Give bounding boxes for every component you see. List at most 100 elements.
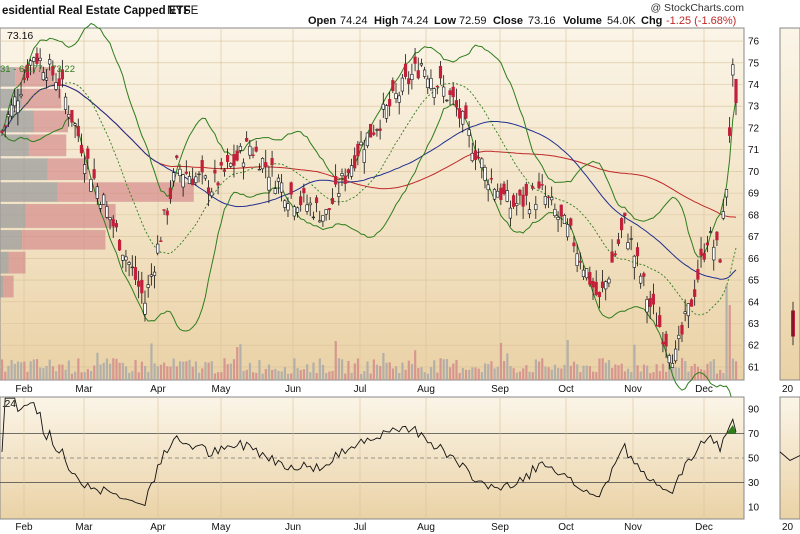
candle xyxy=(731,58,735,87)
candle xyxy=(146,274,150,298)
volume-bar xyxy=(80,372,83,380)
candle xyxy=(95,183,99,205)
volume-bar xyxy=(433,360,436,380)
candle xyxy=(245,131,249,142)
volume-bar xyxy=(112,358,115,380)
candle xyxy=(365,132,370,149)
volume-bar xyxy=(572,361,576,380)
rsi-tick-label: 30 xyxy=(748,478,760,489)
candle xyxy=(712,239,716,271)
volume-bar xyxy=(102,362,105,380)
volume-bar xyxy=(77,358,80,380)
month-tick-label: Nov xyxy=(624,522,642,533)
candle xyxy=(629,226,633,251)
candle xyxy=(98,201,103,213)
volume-bar xyxy=(70,373,74,380)
candle xyxy=(670,354,675,368)
volume-bar xyxy=(7,365,10,380)
candle xyxy=(537,172,541,190)
candle xyxy=(413,48,417,72)
volume-bar xyxy=(528,371,531,380)
candle xyxy=(623,212,627,224)
candle xyxy=(89,178,93,192)
price-tick-label: 63 xyxy=(748,319,760,330)
volume-bar xyxy=(99,364,102,380)
candle xyxy=(289,181,293,199)
vbp-bar-down xyxy=(0,230,23,250)
volume-bar xyxy=(563,364,566,380)
band-lower-line xyxy=(1,103,737,405)
volume-bar xyxy=(436,372,439,380)
candle xyxy=(661,331,665,353)
volume-bar xyxy=(115,358,118,380)
volume-bar xyxy=(105,358,109,380)
close-label: Close xyxy=(493,15,523,27)
volume-bar xyxy=(312,362,315,380)
rsi-annotation: .24 xyxy=(2,399,16,410)
volume-bar xyxy=(172,358,175,380)
candle xyxy=(76,118,80,143)
candle xyxy=(57,67,61,99)
volume-bar xyxy=(728,305,731,380)
volume-bar xyxy=(592,371,595,380)
volume-bar xyxy=(474,367,477,380)
volume-bar xyxy=(671,366,674,380)
volume-bar xyxy=(537,361,541,380)
candle xyxy=(143,290,147,322)
candle xyxy=(429,69,433,91)
volume-bar xyxy=(649,373,652,380)
volume-bar xyxy=(636,365,639,380)
candle xyxy=(410,63,414,90)
volume-bar xyxy=(496,366,499,380)
candle xyxy=(35,47,39,67)
candle xyxy=(343,168,347,192)
candle xyxy=(127,260,131,277)
chart-header: esidential Real Estate Capped ETF NYSE @… xyxy=(2,2,744,27)
candle xyxy=(25,59,30,81)
volume-bar xyxy=(414,350,417,380)
volume-bar xyxy=(534,359,538,380)
candle xyxy=(308,197,312,217)
candle xyxy=(604,280,608,301)
bottom-month-axis: Feb Mar Apr May Jun Jul Aug Sep Oct Nov Dec xyxy=(15,522,713,533)
candle xyxy=(156,235,160,256)
chart-title: esidential Real Estate Capped ETF xyxy=(2,5,191,17)
volume-bar xyxy=(156,366,159,380)
volume-bar xyxy=(89,371,93,380)
volume-bar xyxy=(286,373,290,380)
candle xyxy=(235,145,239,162)
candle xyxy=(438,61,443,85)
candle xyxy=(407,71,411,95)
candle xyxy=(318,210,322,223)
candle xyxy=(378,119,382,140)
candle xyxy=(432,87,436,106)
volume-bar xyxy=(674,367,677,380)
candle xyxy=(483,164,487,189)
candle xyxy=(635,242,640,267)
candle xyxy=(19,81,23,99)
candle xyxy=(67,105,71,127)
candle xyxy=(194,172,198,186)
month-tick-label: Feb xyxy=(15,522,33,533)
price-tick-label: 67 xyxy=(748,232,760,243)
volume-bar xyxy=(725,285,728,380)
candle xyxy=(572,235,576,253)
volume-bar xyxy=(379,366,382,380)
price-tick-label: 69 xyxy=(748,189,760,200)
candle xyxy=(454,88,458,117)
volume-bar xyxy=(220,372,223,380)
volume-bar xyxy=(445,359,449,380)
candle xyxy=(73,122,77,139)
candle xyxy=(168,180,173,204)
volume-bar xyxy=(74,371,77,380)
rsi-line-layer xyxy=(1,397,737,507)
candle xyxy=(22,69,26,84)
candle xyxy=(588,266,592,287)
rsi-line xyxy=(1,397,737,507)
price-tick-label: 74 xyxy=(748,80,760,91)
volume-bar xyxy=(626,368,630,380)
month-tick-label: Nov xyxy=(624,384,642,395)
candle xyxy=(44,69,49,89)
volume-bar xyxy=(614,364,617,380)
volume-bar xyxy=(468,369,471,380)
